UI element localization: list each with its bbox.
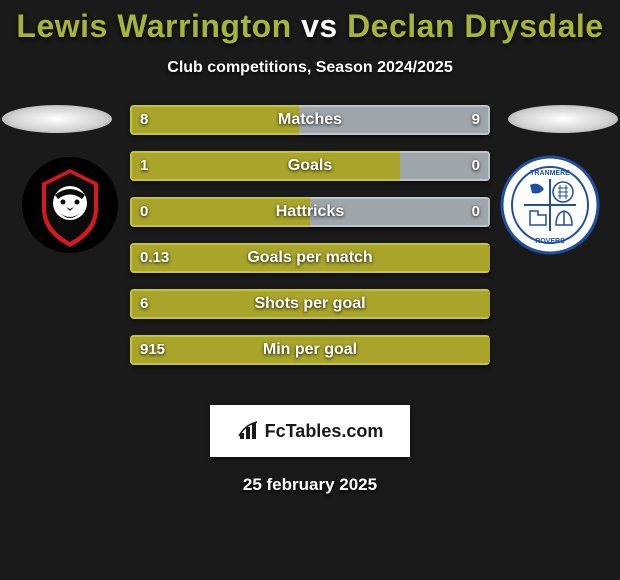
club-badge-left <box>20 155 120 255</box>
subtitle: Club competitions, Season 2024/2025 <box>0 59 620 77</box>
player1-name: Lewis Warrington <box>16 8 291 44</box>
stat-row: 10Goals <box>130 151 490 181</box>
stat-bars: 89Matches 10Goals 00Hattricks 0.13Goals per… <box>130 105 490 381</box>
brand-box: FcTables.com <box>210 405 410 457</box>
svg-text:ROVERS: ROVERS <box>535 238 565 245</box>
stat-row: 00Hattricks <box>130 197 490 227</box>
spotlight-right <box>508 105 618 133</box>
stat-label: Shots per goal <box>130 289 490 319</box>
comparison-stage: TRANMERE ROVERS 89Matches 10Goals 00Hattri… <box>0 105 620 405</box>
stat-label: Hattricks <box>130 197 490 227</box>
stat-row: 915Min per goal <box>130 335 490 365</box>
footer-date: 25 february 2025 <box>0 475 620 495</box>
stat-row: 6Shots per goal <box>130 289 490 319</box>
svg-text:TRANMERE: TRANMERE <box>530 170 570 177</box>
stat-label: Min per goal <box>130 335 490 365</box>
stat-label: Goals per match <box>130 243 490 273</box>
stat-row: 89Matches <box>130 105 490 135</box>
club-badge-right: TRANMERE ROVERS <box>500 155 600 255</box>
vs-text: vs <box>292 8 347 44</box>
page-title: Lewis Warrington vs Declan Drysdale <box>0 0 620 45</box>
stat-label: Goals <box>130 151 490 181</box>
stat-label: Matches <box>130 105 490 135</box>
spotlight-left <box>2 105 112 133</box>
chart-icon <box>237 419 261 443</box>
stat-row: 0.13Goals per match <box>130 243 490 273</box>
brand-text: FcTables.com <box>265 421 384 442</box>
player2-name: Declan Drysdale <box>347 8 604 44</box>
